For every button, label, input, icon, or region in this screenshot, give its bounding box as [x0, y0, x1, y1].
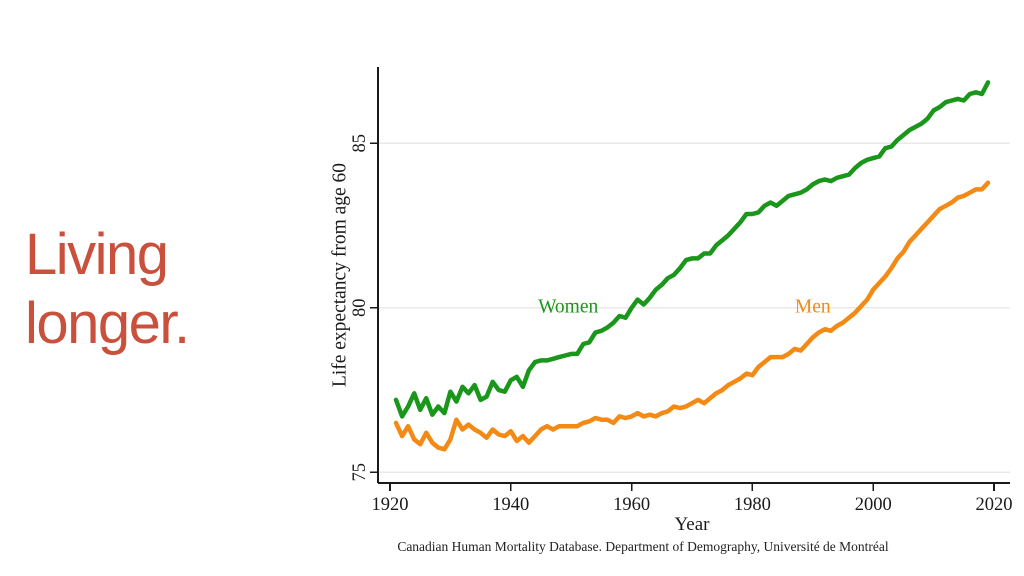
women-series-label: Women [538, 296, 598, 317]
y-tick-label-75: 75 [350, 463, 370, 482]
slide-title-line-1: Living [25, 222, 169, 287]
x-tick-label-1960: 1960 [613, 495, 650, 515]
y-axis-title: Life expectancy from age 60 [329, 163, 350, 387]
men-line [393, 180, 991, 452]
x-tick-label-2000: 2000 [855, 495, 892, 515]
x-tick-label-1940: 1940 [492, 495, 529, 515]
slide-title-line-2: longer. [25, 291, 190, 356]
x-tick-label-1980: 1980 [734, 495, 771, 515]
y-tick-label-80: 80 [350, 299, 370, 318]
x-axis-title: Year [674, 514, 710, 535]
x-tick-label-1920: 1920 [372, 495, 409, 515]
y-tick-label-85: 85 [350, 134, 370, 153]
x-tick-label-2020: 2020 [976, 495, 1013, 515]
women-line [393, 80, 991, 419]
slide-title: Living longer. [25, 220, 190, 358]
men-series-label: Men [795, 296, 831, 317]
source-note: Canadian Human Mortality Database. Depar… [397, 539, 889, 554]
